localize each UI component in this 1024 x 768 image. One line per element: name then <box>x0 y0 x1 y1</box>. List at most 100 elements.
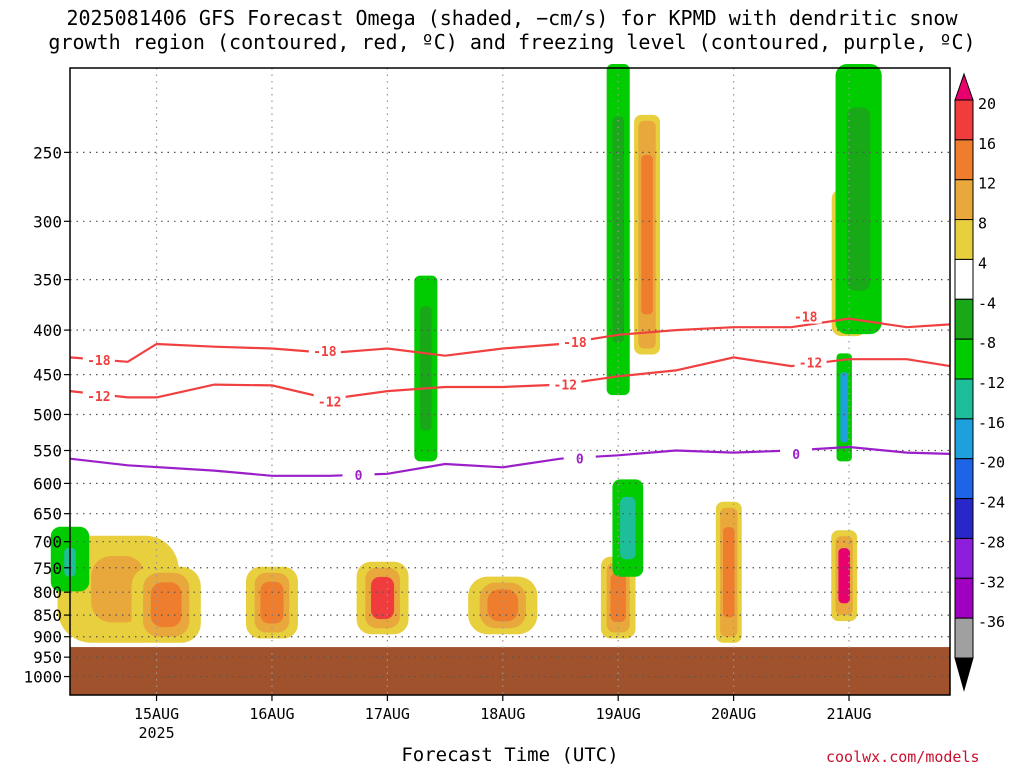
contour-line-0 <box>69 317 951 363</box>
colorbar-tick-6: -8 <box>978 334 996 352</box>
y-tick-label-850: 850 <box>33 606 62 625</box>
title-line-2: growth region (contoured, red, ºC) and f… <box>48 30 976 54</box>
contour-layer: -18 -12 -18 -12 0 -18 -12 0 -18 -12 0 <box>69 308 951 484</box>
colorbar-tick-11: -28 <box>978 533 1005 551</box>
omega-core-12 <box>420 306 432 431</box>
omega-core-5 <box>610 573 626 623</box>
omega-core-7 <box>723 527 735 618</box>
colorbar-segment-3 <box>954 179 974 221</box>
grid-layer <box>70 68 950 695</box>
contour-label-bg-5 <box>558 334 591 350</box>
colorbar-bottom-arrow <box>954 657 974 692</box>
colorbar-tick-7: -12 <box>978 374 1005 392</box>
contour-label-5: -18 <box>563 336 587 351</box>
y-tick-label-350: 350 <box>33 271 62 290</box>
y-tick-label-500: 500 <box>33 405 62 424</box>
contour-label-9: -12 <box>799 357 822 372</box>
colorbar-segment-4 <box>954 219 974 260</box>
plot-frame <box>69 67 951 696</box>
colorbar-segment-2 <box>954 139 974 181</box>
contour-label-bg-9 <box>794 354 827 370</box>
colorbar-tick-0: 20 <box>978 95 996 113</box>
omega-core-15 <box>847 107 871 291</box>
y-tick-label-950: 950 <box>33 648 62 667</box>
colorbar-segment-9 <box>954 418 974 460</box>
x-tick-label-3: 18AUG <box>480 705 525 723</box>
colorbar-segment-10 <box>954 458 974 500</box>
colorbar-segment-1 <box>954 99 974 141</box>
contour-label-2: -18 <box>313 345 337 360</box>
x-tick-label-2: 17AUG <box>365 705 410 723</box>
omega-core-4 <box>487 589 519 622</box>
colorbar-tick-2: 12 <box>978 175 996 193</box>
omega-core-1 <box>150 582 182 628</box>
y-tick-label-700: 700 <box>33 533 62 552</box>
title-line-1: 2025081406 GFS Forecast Omega (shaded, −… <box>66 6 958 30</box>
x-tick-year-label: 2025 <box>138 724 174 742</box>
colorbar-tick-10: -24 <box>978 494 1005 512</box>
colorbar-tick-12: -32 <box>978 573 1005 591</box>
omega-core-6 <box>641 154 653 315</box>
contour-label-8: -18 <box>794 311 818 326</box>
contour-label-bg-7 <box>563 450 596 466</box>
contour-line-2 <box>69 445 951 477</box>
y-tick-label-750: 750 <box>33 559 62 578</box>
colorbar-segment-13 <box>954 577 974 619</box>
y-tick-label-600: 600 <box>33 474 62 493</box>
contour-label-bg-0 <box>82 352 115 368</box>
colorbar-tick-1: 16 <box>978 135 996 153</box>
omega-core-3 <box>371 576 395 620</box>
contour-label-bg-6 <box>549 376 582 392</box>
contour-label-bg-1 <box>82 387 115 403</box>
colorbar-tick-13: -36 <box>978 613 1005 631</box>
colorbar-segment-12 <box>954 537 974 579</box>
y-axis: 250 300 350 400 450 500 550 600 650 700 750 800 850 9… <box>23 143 70 687</box>
omega-shading-layer <box>50 64 882 643</box>
colorbar-segment-14 <box>954 617 974 659</box>
omega-core-14 <box>620 496 636 560</box>
y-tick-label-900: 900 <box>33 628 62 647</box>
ground-fill <box>70 647 950 695</box>
colorbar-tick-5: -4 <box>978 294 996 312</box>
contour-label-10: 0 <box>792 448 800 463</box>
plot-border <box>69 67 951 696</box>
x-tick-label-5: 20AUG <box>711 705 756 723</box>
contour-label-bg-3 <box>313 393 346 409</box>
omega-core-13 <box>612 116 624 343</box>
contour-label-6: -12 <box>554 379 577 394</box>
y-tick-label-1000: 1000 <box>23 668 62 687</box>
y-tick-label-400: 400 <box>33 321 62 340</box>
colorbar-segment-6 <box>954 298 974 340</box>
colorbar-tick-3: 8 <box>978 215 987 233</box>
contour-label-bg-2 <box>308 343 341 359</box>
colorbar-segment-11 <box>954 498 974 539</box>
y-tick-label-800: 800 <box>33 583 62 602</box>
credit-link[interactable]: coolwx.com/models <box>826 748 980 766</box>
chart-title: 2025081406 GFS Forecast Omega (shaded, −… <box>0 6 1024 54</box>
y-tick-label-300: 300 <box>33 212 62 231</box>
colorbar: 20 16 12 8 4 -4 -8 -12 -16 -20 -24 -28 -32 -36 <box>954 72 1005 692</box>
y-tick-label-250: 250 <box>33 143 62 162</box>
x-tick-label-0: 15AUG <box>134 705 179 723</box>
omega-core-8 <box>838 548 850 604</box>
contour-label-bg-4 <box>342 467 375 483</box>
y-tick-label-650: 650 <box>33 505 62 524</box>
x-tick-label-1: 16AUG <box>249 705 294 723</box>
ground-layer <box>70 647 950 695</box>
y-tick-label-550: 550 <box>33 442 62 461</box>
colorbar-top-arrow <box>954 72 974 101</box>
x-tick-label-6: 21AUG <box>826 705 871 723</box>
omega-core-16 <box>840 372 849 443</box>
contour-label-0: -18 <box>87 354 111 369</box>
contour-label-3: -12 <box>318 395 341 410</box>
colorbar-segment-7 <box>954 338 974 380</box>
x-axis-label: Forecast Time (UTC) <box>401 744 619 766</box>
contour-label-bg-10 <box>780 445 813 461</box>
contour-label-7: 0 <box>576 453 584 468</box>
contour-label-1: -12 <box>87 390 110 405</box>
contour-label-bg-8 <box>789 308 822 324</box>
colorbar-tick-8: -16 <box>978 414 1005 432</box>
colorbar-tick-9: -20 <box>978 454 1005 472</box>
